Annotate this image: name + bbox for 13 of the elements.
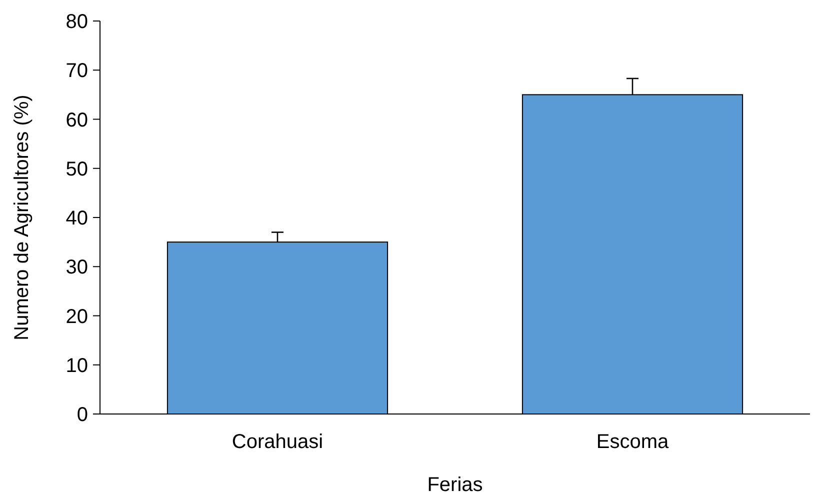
y-tick-label: 20 <box>66 306 88 328</box>
y-axis-title: Numero de Agricultores (%) <box>11 94 33 340</box>
y-tick-label: 60 <box>66 109 88 132</box>
y-tick-label: 10 <box>66 354 88 377</box>
x-tick-label: Escoma <box>596 431 670 453</box>
x-tick-label: Corahuasi <box>232 431 324 453</box>
x-axis-title: Ferias <box>427 474 483 496</box>
y-tick-label: 0 <box>76 404 88 426</box>
y-tick-label: 40 <box>66 208 88 230</box>
y-tick-label: 80 <box>66 11 88 33</box>
y-tick-label: 30 <box>66 256 88 279</box>
y-tick-label: 70 <box>66 60 88 82</box>
y-tick-label: 50 <box>66 158 88 180</box>
